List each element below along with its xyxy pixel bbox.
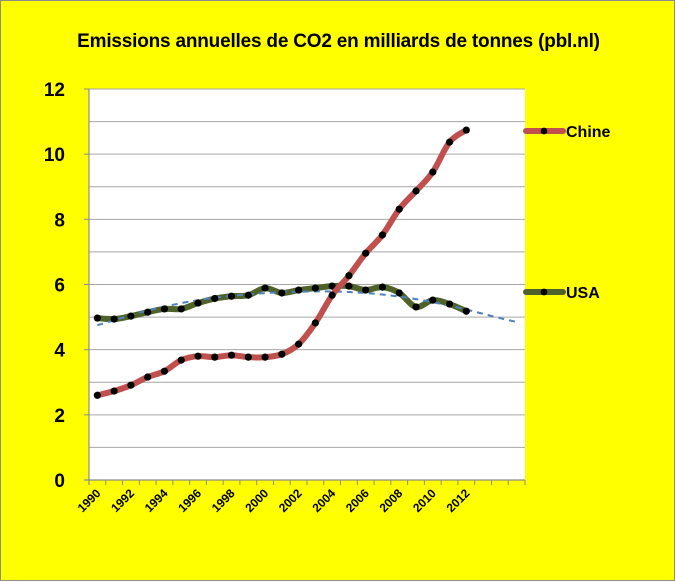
data-point-chine: [127, 381, 135, 389]
x-tick-label: 2006: [343, 486, 372, 515]
data-point-usa: [395, 289, 403, 297]
x-tick-label: 2012: [444, 486, 473, 515]
x-tick-label: 1994: [142, 486, 171, 515]
data-point-chine: [395, 205, 403, 213]
x-tick-label: 2010: [410, 486, 439, 515]
data-point-chine: [295, 340, 303, 348]
data-point-chine: [211, 353, 219, 361]
data-point-chine: [160, 367, 169, 375]
data-point-usa: [144, 308, 152, 316]
data-point-usa: [177, 305, 185, 313]
axes: [84, 88, 526, 485]
x-tick-label: 1990: [75, 486, 104, 515]
data-point-chine: [362, 249, 370, 257]
data-point-chine: [378, 231, 387, 239]
legend-label-usa: USA: [566, 285, 600, 302]
y-tick-label: 10: [44, 145, 65, 166]
legend-marker-usa: [540, 288, 548, 296]
data-point-usa: [328, 282, 336, 290]
data-point-chine: [194, 352, 202, 360]
data-point-chine: [462, 126, 470, 134]
data-point-usa: [93, 314, 101, 322]
data-point-usa: [110, 315, 118, 323]
data-point-usa: [261, 284, 269, 292]
chart-title: Emissions annuelles de CO2 en milliards …: [77, 31, 600, 52]
data-point-chine: [345, 272, 353, 280]
x-tick-label: 1996: [175, 486, 204, 515]
legend-item-chine: Chine: [523, 124, 611, 141]
legend-item-usa: USA: [523, 285, 600, 302]
data-point-usa: [278, 289, 286, 297]
data-point-usa: [378, 283, 387, 291]
data-point-usa: [160, 305, 169, 313]
data-point-chine: [93, 391, 101, 399]
legend-marker-chine: [540, 127, 548, 135]
legend-label-chine: Chine: [566, 124, 611, 141]
data-point-usa: [211, 294, 219, 303]
data-point-chine: [328, 291, 336, 299]
data-point-chine: [144, 373, 152, 381]
y-axis-labels: 0 2 4 6 8 10 12: [44, 80, 66, 492]
data-point-chine: [445, 138, 454, 146]
y-tick-label: 2: [54, 406, 65, 427]
data-point-chine: [278, 350, 286, 358]
x-tick-label: 2002: [276, 486, 305, 515]
y-tick-label: 0: [54, 471, 65, 492]
data-point-chine: [311, 319, 319, 327]
data-point-chine: [227, 351, 236, 359]
data-point-usa: [295, 286, 303, 294]
data-point-usa: [244, 291, 252, 299]
x-tick-label: 1992: [108, 486, 137, 515]
gridlines: [89, 88, 525, 448]
y-tick-label: 4: [54, 341, 65, 362]
x-tick-label: 2008: [377, 486, 406, 515]
y-tick-label: 6: [54, 276, 65, 297]
usa-trendline: [97, 290, 517, 327]
data-point-usa: [311, 284, 319, 292]
data-point-usa: [412, 303, 420, 311]
x-tick-label: 1998: [209, 486, 238, 515]
data-point-chine: [429, 168, 437, 176]
x-tick-label: 2004: [309, 486, 338, 515]
data-point-usa: [194, 299, 202, 307]
x-axis-labels: 1990 1992 1994 1996 1998 2000 2002 2004 2006 2008…: [75, 486, 473, 515]
data-point-usa: [345, 282, 353, 290]
x-tick-label: 2000: [242, 486, 271, 515]
data-point-usa: [127, 312, 135, 320]
data-point-usa: [429, 296, 437, 304]
data-point-chine: [177, 356, 185, 364]
y-tick-label: 12: [44, 80, 65, 101]
legend: Chine USA: [523, 124, 611, 302]
y-tick-label: 8: [54, 210, 65, 231]
data-point-chine: [412, 187, 420, 195]
data-point-usa: [462, 307, 470, 315]
data-point-usa: [227, 292, 236, 300]
data-point-chine: [261, 353, 269, 361]
data-point-chine: [110, 387, 118, 395]
series-layer: [93, 126, 517, 399]
data-point-chine: [244, 353, 252, 361]
data-point-usa: [445, 300, 454, 308]
data-point-usa: [362, 286, 370, 294]
